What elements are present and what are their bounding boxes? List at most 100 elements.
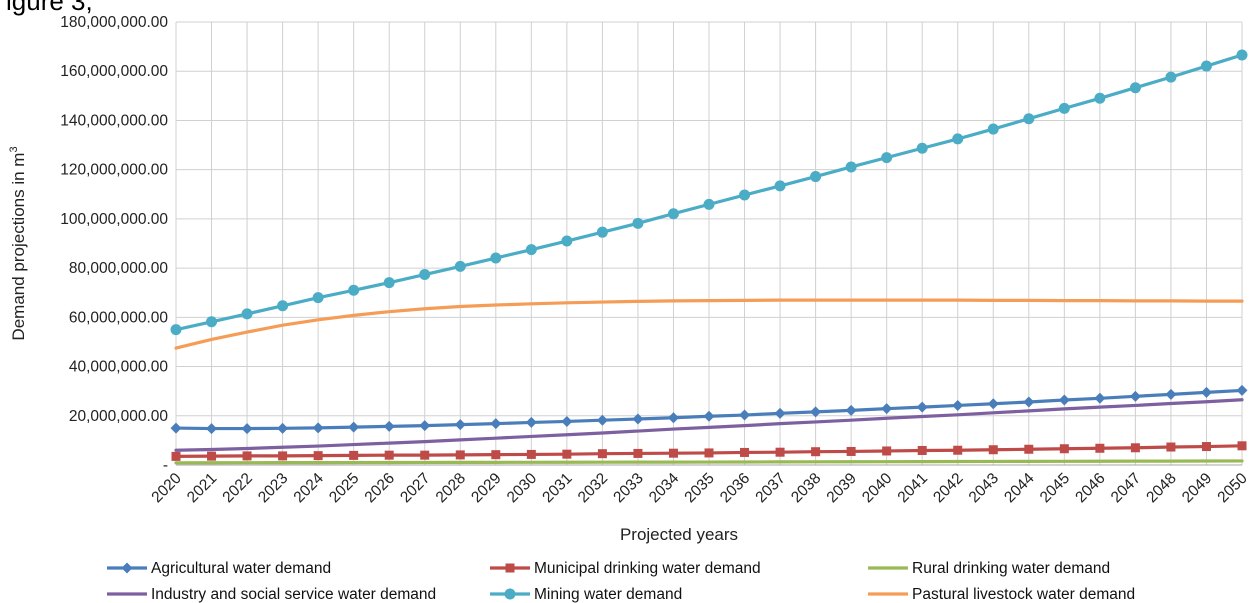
data-point	[668, 448, 678, 458]
x-tick-label: 2037	[752, 470, 788, 506]
data-point	[383, 420, 395, 432]
data-point	[1094, 392, 1106, 404]
x-tick-label: 2039	[824, 470, 860, 506]
data-point	[1166, 442, 1176, 452]
x-tick-label: 2036	[717, 470, 753, 506]
data-point	[207, 451, 217, 461]
data-point	[703, 198, 715, 210]
data-point	[667, 208, 679, 220]
data-point	[562, 449, 572, 459]
data-point	[916, 142, 928, 154]
legend-swatch-marker	[504, 588, 516, 600]
data-point	[1129, 82, 1141, 94]
data-point	[349, 450, 359, 460]
series-line	[174, 298, 1244, 350]
data-point	[1023, 113, 1035, 125]
data-point	[1201, 442, 1211, 452]
x-tick-label: 2042	[930, 470, 966, 506]
y-tick-label: 100,000,000.00	[60, 211, 168, 228]
data-point	[846, 446, 856, 456]
data-point	[384, 450, 394, 460]
data-point	[312, 292, 324, 304]
data-point	[953, 445, 963, 455]
data-point	[526, 449, 536, 459]
data-point	[1130, 443, 1140, 453]
y-tick-label: 20,000,000.00	[69, 408, 169, 425]
data-point	[1059, 444, 1069, 454]
data-point	[1058, 394, 1070, 406]
x-tick-label: 2030	[504, 470, 541, 507]
data-point	[170, 324, 182, 336]
data-point	[881, 152, 893, 164]
data-point	[810, 406, 822, 418]
data-point	[525, 416, 537, 428]
cropped-figure-caption: igure 3,	[6, 0, 93, 16]
data-point	[987, 123, 999, 135]
data-point	[561, 235, 573, 247]
x-tick-label: 2045	[1037, 470, 1073, 506]
x-tick-label: 2023	[255, 470, 291, 506]
data-point	[490, 418, 502, 430]
data-point	[419, 269, 431, 281]
data-point	[242, 451, 252, 461]
data-point	[633, 448, 643, 458]
x-tick-label: 2024	[291, 470, 328, 507]
x-tick-label: 2038	[788, 470, 824, 506]
data-point	[455, 450, 465, 460]
x-tick-label: 2020	[148, 470, 185, 507]
data-point	[1236, 384, 1248, 396]
legend: Agricultural water demand Municipal drink…	[107, 560, 1135, 603]
data-point	[491, 450, 501, 460]
series-markers	[170, 49, 1248, 461]
legend-item: Rural drinking water demand	[868, 560, 1110, 577]
y-tick-label: 80,000,000.00	[69, 260, 169, 277]
data-point	[917, 445, 927, 455]
x-tick-label: 2047	[1108, 470, 1144, 506]
x-axis-title: Projected years	[620, 525, 738, 544]
x-tick-label: 2025	[326, 470, 362, 506]
data-point	[241, 308, 253, 320]
y-tick-label: 40,000,000.00	[69, 359, 169, 376]
x-tick-label: 2043	[966, 470, 1002, 506]
data-point	[952, 133, 964, 145]
x-tick-label: 2028	[433, 470, 469, 506]
data-point	[881, 403, 893, 415]
data-point	[490, 252, 502, 264]
data-point	[1024, 444, 1034, 454]
data-point	[810, 171, 822, 183]
x-tick-label: 2032	[575, 470, 611, 506]
data-point	[561, 415, 573, 427]
data-point	[1165, 388, 1177, 400]
data-point	[419, 420, 431, 432]
data-point	[312, 422, 324, 434]
data-point	[171, 451, 181, 461]
x-tick-label: 2034	[646, 470, 683, 507]
legend-item: Industry and social service water demand	[107, 586, 436, 603]
x-tick-label: 2031	[539, 470, 575, 506]
y-tick-label: -	[163, 457, 168, 474]
legend-label: Industry and social service water demand	[151, 586, 436, 603]
x-tick-label: 2026	[362, 470, 398, 506]
data-point	[313, 451, 323, 461]
data-point	[206, 423, 218, 435]
x-tick-label: 2040	[859, 470, 896, 507]
data-point	[170, 422, 182, 434]
x-tick-label: 2027	[397, 470, 433, 506]
x-tick-label: 2041	[895, 470, 931, 506]
data-point	[1165, 71, 1177, 83]
legend-label: Pastural livestock water demand	[912, 586, 1135, 603]
data-point	[739, 189, 751, 201]
series-line	[174, 459, 1244, 465]
data-point	[739, 409, 751, 421]
data-point	[1095, 443, 1105, 453]
x-tick-label: 2029	[468, 470, 504, 506]
data-point	[1023, 396, 1035, 408]
data-point	[987, 398, 999, 410]
legend-label: Mining water demand	[534, 586, 682, 603]
x-tick-label: 2046	[1072, 470, 1108, 506]
data-point	[811, 447, 821, 457]
x-tick-label: 2021	[184, 470, 220, 506]
x-tick-label: 2049	[1179, 470, 1215, 506]
legend-item: Mining water demand	[490, 586, 682, 603]
